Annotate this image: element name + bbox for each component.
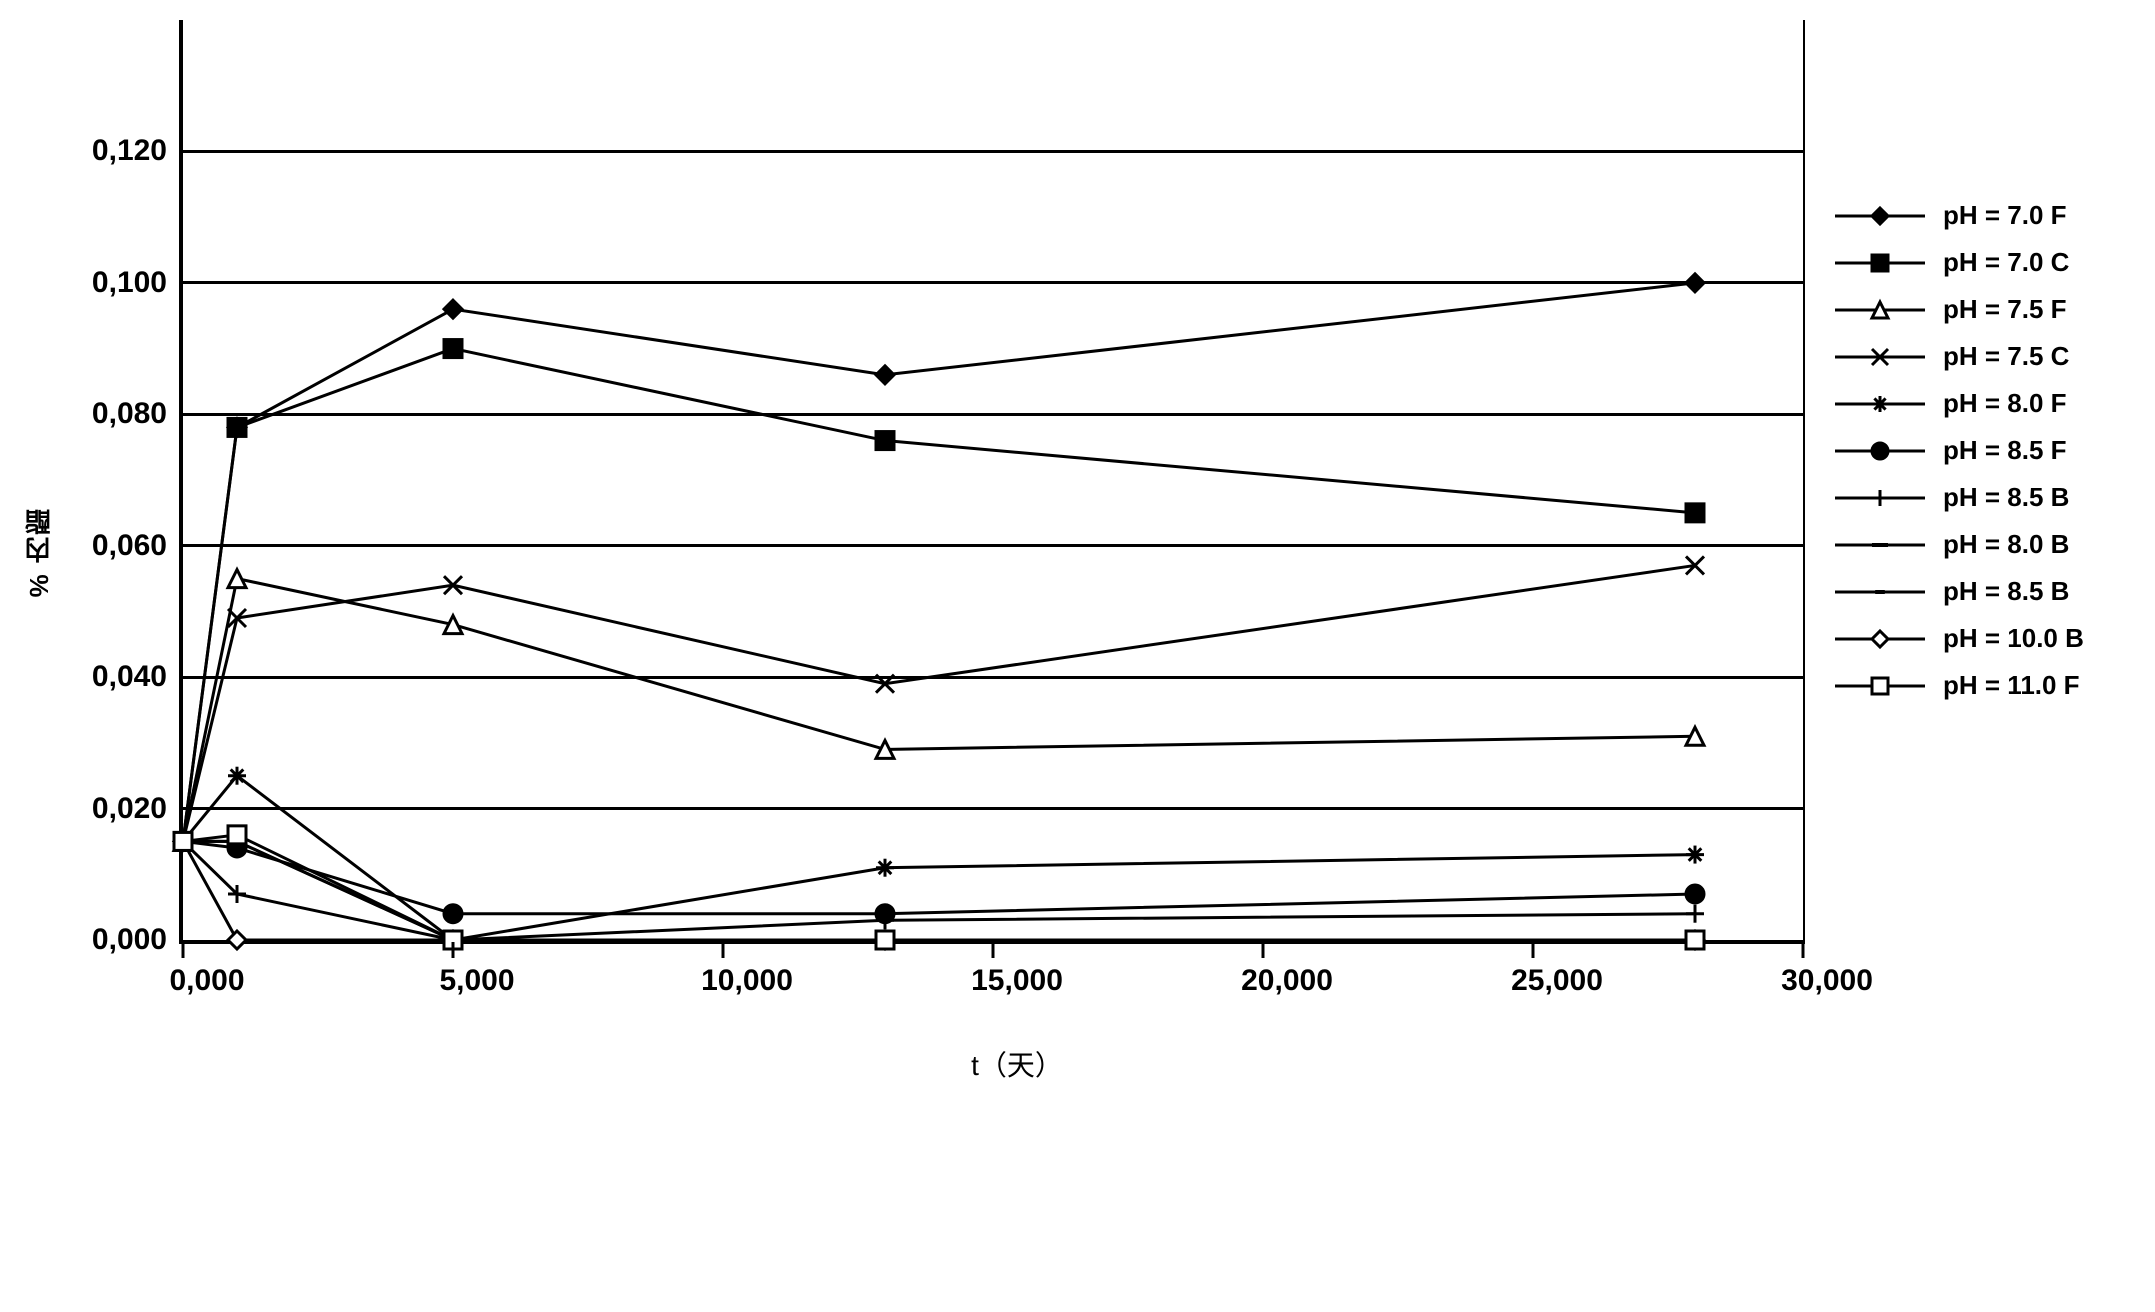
- legend-item: pH = 7.0 F: [1835, 200, 2084, 231]
- y-tick-label: 0,020: [92, 792, 167, 826]
- legend-label: pH = 7.0 C: [1943, 247, 2069, 278]
- series-line: [183, 565, 1695, 841]
- legend-label: pH = 8.5 B: [1943, 576, 2069, 607]
- legend-label: pH = 8.5 F: [1943, 435, 2067, 466]
- series-marker: [228, 418, 246, 436]
- series-marker: [1686, 846, 1704, 864]
- series-line: [183, 841, 1695, 940]
- x-axis-ticks: 0,0005,00010,00015,00020,00025,00030,000: [207, 964, 2084, 1004]
- series-marker: [1686, 931, 1704, 949]
- x-tick-mark: [1532, 942, 1535, 958]
- x-tick-mark: [1262, 942, 1265, 958]
- x-tick-mark: [992, 942, 995, 958]
- legend-item: pH = 7.5 F: [1835, 294, 2084, 325]
- grid-line: [183, 544, 1803, 547]
- legend-label: pH = 7.5 C: [1943, 341, 2069, 372]
- legend-marker: [1835, 201, 1925, 231]
- legend-item: pH = 8.5 B: [1835, 482, 2084, 513]
- x-axis-label: t（天）: [207, 1044, 1827, 1084]
- series-line: [183, 283, 1695, 842]
- series-marker: [444, 905, 462, 923]
- series-line: [183, 841, 1695, 940]
- series-line: [183, 841, 1695, 940]
- legend-item: pH = 8.0 F: [1835, 388, 2084, 419]
- grid-line: [183, 413, 1803, 416]
- x-tick-mark: [1802, 942, 1805, 958]
- legend-label: pH = 8.0 B: [1943, 529, 2069, 560]
- series-marker: [1686, 905, 1704, 923]
- series-line: [183, 841, 1695, 913]
- plot-wrapper: 0,000 0,020 0,040 0,060 0,080 0,100 0,120 pH =…: [67, 20, 2084, 1084]
- series-line: [183, 841, 1695, 940]
- legend-marker: [1835, 389, 1925, 419]
- y-tick-label: 0,120: [92, 134, 167, 168]
- series-marker: [876, 931, 894, 949]
- series-line: [183, 349, 1695, 842]
- y-tick-label: 0,100: [92, 266, 167, 300]
- x-tick-label: 25,000: [1511, 964, 1603, 998]
- series-marker: [228, 931, 246, 949]
- legend-item: pH = 7.0 C: [1835, 247, 2084, 278]
- series-marker: [228, 826, 246, 844]
- legend-marker: [1835, 248, 1925, 278]
- series-marker: [174, 832, 192, 850]
- x-tick-label: 5,000: [439, 964, 514, 998]
- legend-label: pH = 10.0 B: [1943, 623, 2084, 654]
- legend-marker: [1835, 483, 1925, 513]
- series-line: [183, 835, 1695, 940]
- x-tick-mark: [182, 942, 185, 958]
- y-tick-label: 0,080: [92, 397, 167, 431]
- legend-marker: [1835, 342, 1925, 372]
- chart-container: % 内酯 0,000 0,020 0,040 0,060 0,080 0,100 0,120…: [20, 20, 2135, 1084]
- legend-marker: [1835, 436, 1925, 466]
- grid-line: [183, 676, 1803, 679]
- series-marker: [876, 366, 894, 384]
- series-marker: [444, 300, 462, 318]
- grid-line: [183, 807, 1803, 810]
- x-tick-label: 20,000: [1241, 964, 1333, 998]
- x-tick-mark: [722, 942, 725, 958]
- legend-marker: [1835, 624, 1925, 654]
- y-tick-label: 0,040: [92, 660, 167, 694]
- legend-label: pH = 8.0 F: [1943, 388, 2067, 419]
- legend-item: pH = 11.0 F: [1835, 670, 2084, 701]
- legend-label: pH = 7.5 F: [1943, 294, 2067, 325]
- series-marker: [876, 432, 894, 450]
- series-marker: [444, 340, 462, 358]
- x-tick-mark: [452, 942, 455, 958]
- x-tick-label: 10,000: [701, 964, 793, 998]
- legend-marker: [1835, 671, 1925, 701]
- series-marker: [1686, 885, 1704, 903]
- legend-item: pH = 8.5 B: [1835, 576, 2084, 607]
- series-marker: [876, 859, 894, 877]
- x-tick-label: 0,000: [169, 964, 244, 998]
- grid-line: [183, 281, 1803, 284]
- y-tick-label: 0,000: [92, 923, 167, 957]
- legend-item: pH = 10.0 B: [1835, 623, 2084, 654]
- grid-line: [183, 150, 1803, 153]
- legend-item: pH = 7.5 C: [1835, 341, 2084, 372]
- y-axis-label: % 内酯: [20, 507, 57, 597]
- legend-marker: [1835, 295, 1925, 325]
- legend-label: pH = 7.0 F: [1943, 200, 2067, 231]
- series-line: [183, 579, 1695, 842]
- y-axis-ticks: 0,0000,0200,0400,0600,0800,1000,120: [67, 20, 167, 940]
- series-marker: [1686, 504, 1704, 522]
- plot-area: [179, 20, 1805, 944]
- legend-marker: [1835, 577, 1925, 607]
- legend-item: pH = 8.0 B: [1835, 529, 2084, 560]
- x-tick-label: 30,000: [1781, 964, 1873, 998]
- legend-label: pH = 8.5 B: [1943, 482, 2069, 513]
- x-tick-label: 15,000: [971, 964, 1063, 998]
- legend-label: pH = 11.0 F: [1943, 670, 2080, 701]
- legend-marker: [1835, 530, 1925, 560]
- y-tick-label: 0,060: [92, 529, 167, 563]
- legend-item: pH = 8.5 F: [1835, 435, 2084, 466]
- legend: pH = 7.0 F pH = 7.0 C pH = 7.5 F pH = 7.5 C…: [1835, 200, 2084, 717]
- chart-lines: [183, 20, 1803, 940]
